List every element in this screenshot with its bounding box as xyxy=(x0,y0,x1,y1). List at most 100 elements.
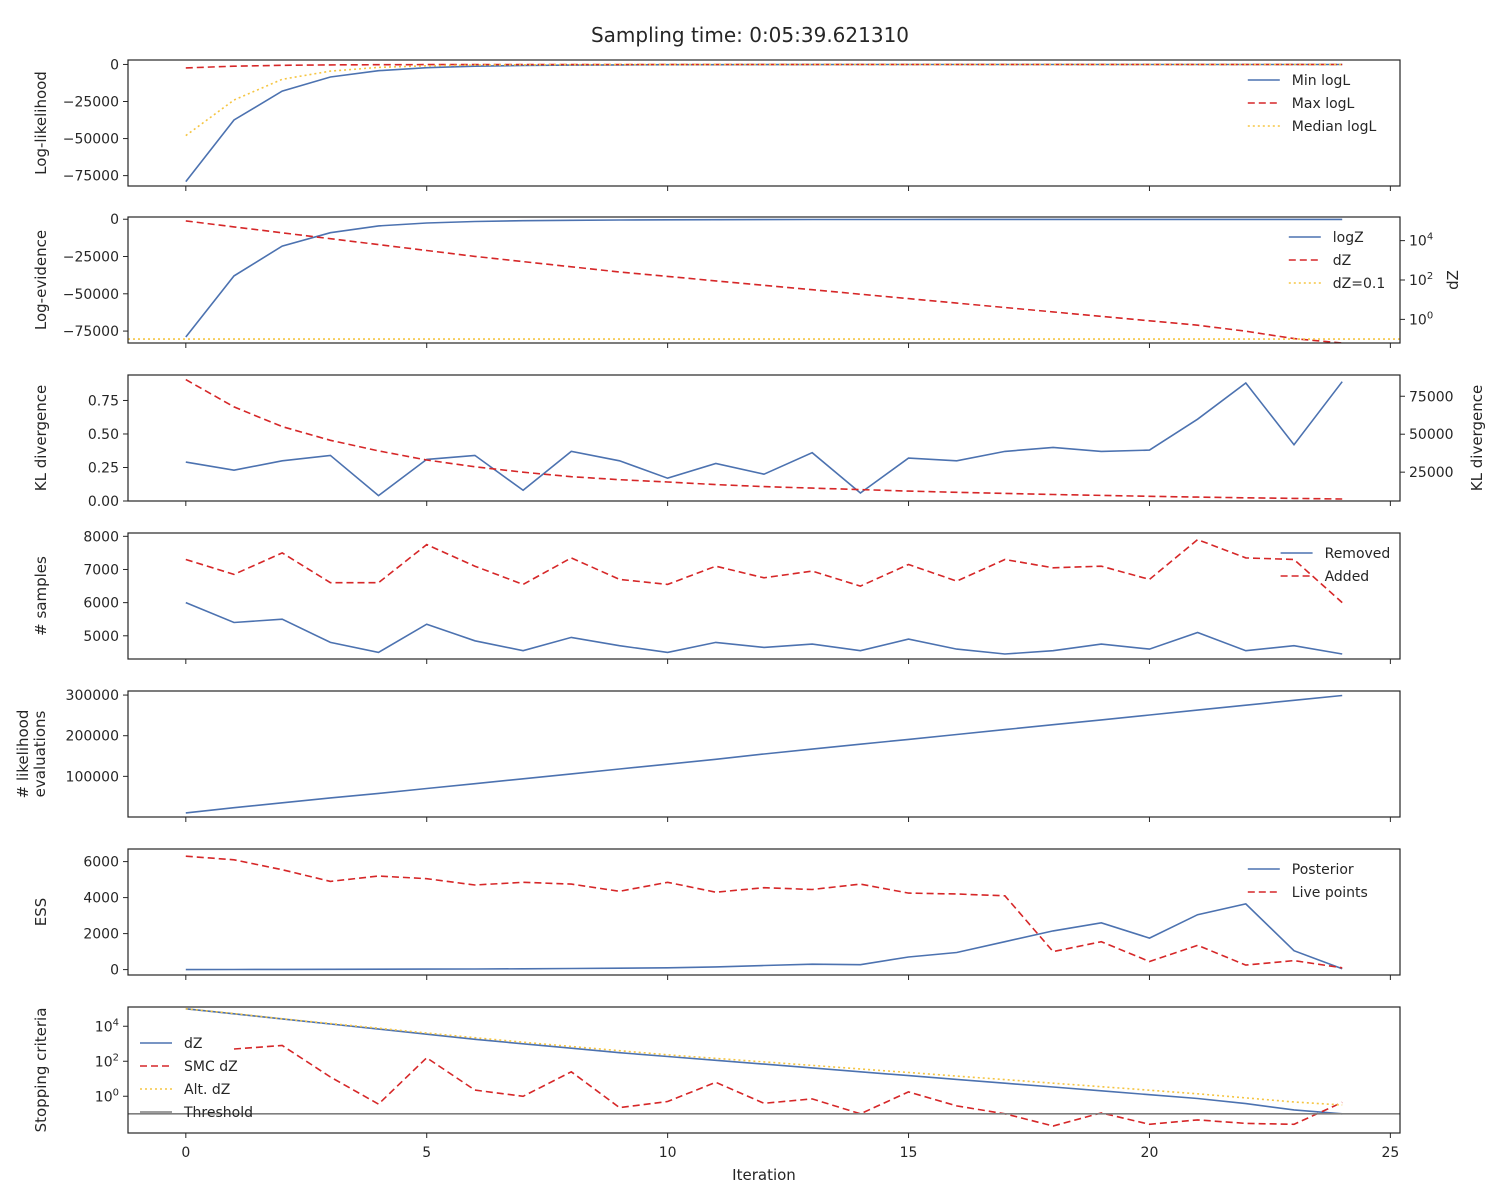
legend-label: Min logL xyxy=(1292,73,1351,89)
axes-frame xyxy=(127,690,1401,818)
y-tick-label: 5000 xyxy=(83,629,119,645)
y-tick-label: 0 xyxy=(110,963,119,979)
series-group xyxy=(185,538,1343,655)
y-tick-label: 0.50 xyxy=(88,427,119,443)
series-line-p3-1 xyxy=(185,381,1343,497)
legend-label: Median logL xyxy=(1292,119,1377,135)
series-line-live-points xyxy=(185,855,1343,969)
panel-5: 100000 200000 300000 # likelihood evaluation… xyxy=(14,688,1401,822)
panel-1: 0 −25000 −50000 −75000 Log-likelihood Min log… xyxy=(32,57,1401,191)
legend: logZ dZ dZ=0.1 xyxy=(1288,230,1385,292)
series-line-median-logl xyxy=(185,63,1343,137)
panel-3: 0.00 0.25 0.50 0.75 25000 50000 75000 KL diverg… xyxy=(32,374,1486,510)
right-y-tick-label: 75000 xyxy=(1409,389,1454,405)
y-tick-label: 102 xyxy=(95,1052,119,1070)
legend: Min logL Max logL Median logL xyxy=(1247,73,1377,135)
y-tick-label: 0.25 xyxy=(88,460,119,476)
axes-frame xyxy=(127,848,1401,976)
y-tick-label: 6000 xyxy=(83,596,119,612)
legend-label: Added xyxy=(1325,569,1370,585)
series-group xyxy=(185,855,1343,971)
legend-label: Removed xyxy=(1325,546,1391,562)
series-line-added xyxy=(185,538,1343,604)
x-tick-label: 25 xyxy=(1381,1145,1399,1161)
right-y-tick-label: 25000 xyxy=(1409,465,1454,481)
panel-6: 0 2000 4000 6000 ESS Posterior Live points xyxy=(32,848,1401,980)
x-tick-label: 15 xyxy=(900,1145,918,1161)
y-tick-label: 0 xyxy=(110,212,119,228)
y-tick-label: −50000 xyxy=(63,132,119,148)
series-line-removed xyxy=(185,601,1343,655)
y-tick-label: −50000 xyxy=(63,287,119,303)
series-group xyxy=(128,1008,1400,1127)
legend-label: SMC dZ xyxy=(184,1059,238,1075)
legend-label: Max logL xyxy=(1292,96,1355,112)
axes-frame xyxy=(127,374,1401,502)
legend-label: dZ xyxy=(184,1036,202,1052)
y-axis-label: evaluations xyxy=(31,710,49,797)
series-line-p5-1 xyxy=(185,694,1343,814)
series-line-posterior xyxy=(185,903,1343,971)
series-group xyxy=(185,694,1343,814)
y-tick-label: −25000 xyxy=(63,250,119,266)
right-y-tick-label: 104 xyxy=(1409,232,1433,250)
y-tick-label: 6000 xyxy=(83,855,119,871)
legend: dZ SMC dZ Alt. dZ Threshold xyxy=(140,1036,253,1121)
series-line-alt-dz xyxy=(185,1008,1343,1106)
series-group xyxy=(128,218,1400,343)
y-tick-label: 100 xyxy=(95,1087,119,1105)
legend-label: Threshold xyxy=(183,1105,253,1121)
y-tick-label: 0.00 xyxy=(88,494,119,510)
legend-label: Live points xyxy=(1292,885,1368,901)
y-axis-label: ESS xyxy=(32,898,50,927)
y-axis-label: Log-likelihood xyxy=(32,71,50,175)
figure-title: Sampling time: 0:05:39.621310 xyxy=(591,23,909,47)
legend-label: dZ=0.1 xyxy=(1333,276,1385,292)
y-tick-label: 104 xyxy=(95,1017,119,1035)
panel-7: 100 102 104 Stopping criteria 0 5 10 15 20 25 dZ SM… xyxy=(32,1006,1401,1161)
y-tick-label: 7000 xyxy=(83,562,119,578)
y-tick-label: 8000 xyxy=(83,529,119,545)
legend-label: logZ xyxy=(1333,230,1364,246)
legend-label: Alt. dZ xyxy=(184,1082,230,1098)
panel-2: 0 −25000 −50000 −75000 100 102 104 dZ Log-eviden… xyxy=(32,212,1462,348)
y-tick-label: 100000 xyxy=(66,769,119,785)
y-tick-label: −75000 xyxy=(63,169,119,185)
y-tick-label: −25000 xyxy=(63,95,119,111)
y-tick-label: 200000 xyxy=(66,729,119,745)
x-tick-label: 10 xyxy=(659,1145,677,1161)
right-y-axis-label: KL divergence xyxy=(1468,385,1486,491)
y-axis-label: # samples xyxy=(32,556,50,636)
x-tick-label: 0 xyxy=(181,1145,190,1161)
axes-frame xyxy=(127,1006,1401,1134)
right-y-tick-label: 100 xyxy=(1409,310,1433,328)
y-tick-label: 0.75 xyxy=(88,393,119,409)
y-axis-label: Stopping criteria xyxy=(32,1008,50,1133)
y-tick-label: 2000 xyxy=(83,927,119,943)
x-tick-label: 20 xyxy=(1141,1145,1159,1161)
legend: Removed Added xyxy=(1280,546,1391,585)
axes-frame xyxy=(127,532,1401,660)
legend-label: Posterior xyxy=(1292,862,1354,878)
y-axis-label: Log-evidence xyxy=(32,230,50,330)
series-line-dz xyxy=(185,220,1343,343)
right-y-tick-label: 50000 xyxy=(1409,427,1454,443)
right-y-axis-label: dZ xyxy=(1444,270,1462,290)
y-tick-label: 300000 xyxy=(66,688,119,704)
axes-frame xyxy=(127,59,1401,187)
y-axis-label: # likelihood xyxy=(14,710,32,799)
legend: Posterior Live points xyxy=(1247,862,1368,901)
x-tick-label: 5 xyxy=(422,1145,431,1161)
right-y-tick-label: 102 xyxy=(1409,271,1433,289)
series-group xyxy=(185,63,1343,183)
legend-label: dZ xyxy=(1333,253,1351,269)
series-line-p3-2 xyxy=(185,378,1343,500)
series-group xyxy=(185,378,1343,500)
series-line-dz xyxy=(185,1008,1343,1115)
y-axis-label: KL divergence xyxy=(32,385,50,491)
y-tick-label: 4000 xyxy=(83,891,119,907)
series-line-min-logl xyxy=(185,63,1343,183)
y-tick-label: −75000 xyxy=(63,324,119,340)
x-axis-label: Iteration xyxy=(732,1166,796,1184)
